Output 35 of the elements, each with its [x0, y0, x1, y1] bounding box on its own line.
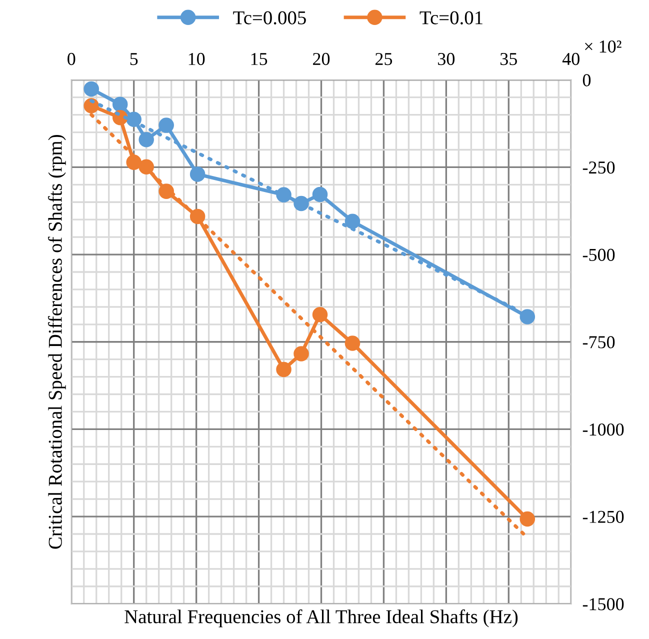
x-tick-label: 40	[562, 52, 580, 66]
x-tick-label: 0	[68, 52, 76, 66]
point	[158, 118, 174, 133]
x-tick-label: 10	[188, 52, 205, 66]
point	[138, 132, 154, 148]
point	[112, 96, 128, 112]
x-tick-label: 25	[375, 52, 392, 66]
y-tick-label: -250	[582, 161, 615, 174]
y-axis-title: Critical Rotational Speed Differences of Shafts (rpm)	[48, 135, 66, 549]
point	[84, 81, 100, 97]
point	[312, 306, 328, 322]
x-tick-label: 15	[251, 53, 268, 66]
point	[276, 362, 292, 378]
y-tick-label: -1000	[582, 423, 624, 436]
legend-label: Tc=0.005	[233, 11, 306, 24]
point	[520, 511, 536, 527]
legend-label: Tc=0.01	[420, 11, 482, 24]
point	[312, 186, 328, 202]
y-tick-label: -1250	[582, 510, 624, 523]
point	[294, 346, 309, 362]
x-tick-label: 30	[438, 52, 455, 66]
point	[344, 214, 360, 229]
x-tick-label: 20	[313, 52, 330, 66]
point	[520, 309, 536, 324]
point	[190, 166, 206, 182]
y-tick-label: -1500	[582, 598, 624, 610]
x-tick-label: 35	[500, 52, 517, 66]
text: × 10²	[585, 40, 622, 53]
x-tick-label: 5	[130, 53, 138, 66]
y-tick-label: -500	[582, 248, 615, 261]
y-tick-label: 0	[582, 74, 591, 86]
y-tick-label: -750	[582, 336, 615, 348]
x-axis-title: Natural Frequencies of All Three Ideal Shafts (Hz)	[124, 609, 518, 628]
point	[344, 336, 360, 351]
point	[138, 159, 154, 174]
